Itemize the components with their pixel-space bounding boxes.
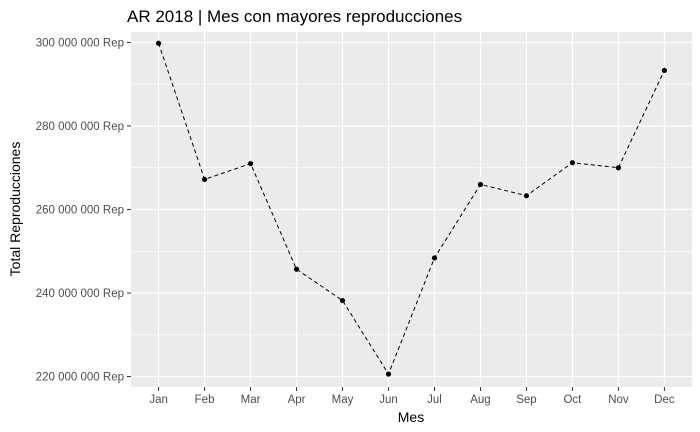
y-axis-title: Total Reproducciones [7, 142, 23, 277]
data-point [155, 40, 162, 46]
x-tick-label: Sep [516, 394, 536, 406]
grid-major [131, 32, 692, 387]
data-point [661, 67, 668, 74]
grid-minor [131, 83, 692, 336]
x-tick-label: Jun [379, 394, 398, 406]
x-tick-label: Mar [241, 394, 261, 406]
y-axis: 220 000 000 Rep 240 000 000 Rep 260 000 00… [36, 37, 131, 384]
data-point [431, 255, 438, 261]
data-point [293, 266, 300, 272]
data-point [477, 181, 484, 188]
x-tick-label: Jan [149, 394, 168, 406]
data-point [201, 176, 208, 183]
y-tick-label: 260 000 000 Rep [36, 205, 124, 217]
data-point [569, 160, 576, 166]
data-point [247, 160, 254, 167]
x-tick-label: Apr [288, 394, 306, 406]
y-tick-label: 240 000 000 Rep [36, 288, 124, 300]
y-tick-label: 220 000 000 Rep [36, 372, 124, 384]
x-tick-label: May [332, 394, 354, 406]
x-tick-label: Feb [195, 394, 215, 406]
series-line [158, 43, 665, 376]
data-point [385, 371, 392, 377]
x-tick-label: Dec [654, 394, 675, 406]
x-tick-label: Jul [427, 394, 442, 406]
y-tick-label: 300 000 000 Rep [36, 37, 124, 49]
data-point [615, 165, 622, 171]
chart-title: AR 2018 | Mes con mayores reproducciones [127, 7, 462, 26]
x-tick-label: Nov [608, 394, 629, 406]
x-axis-title: Mes [398, 409, 424, 425]
y-tick-label: 280 000 000 Rep [36, 121, 124, 133]
x-tick-label: Oct [563, 394, 582, 406]
data-points [155, 40, 668, 377]
x-tick-label: Aug [470, 394, 490, 406]
data-point [523, 193, 530, 199]
data-point [339, 297, 346, 304]
x-axis: Jan Feb Mar Apr May Jun Jul Aug Sep Oct Nov Dec [149, 387, 675, 406]
